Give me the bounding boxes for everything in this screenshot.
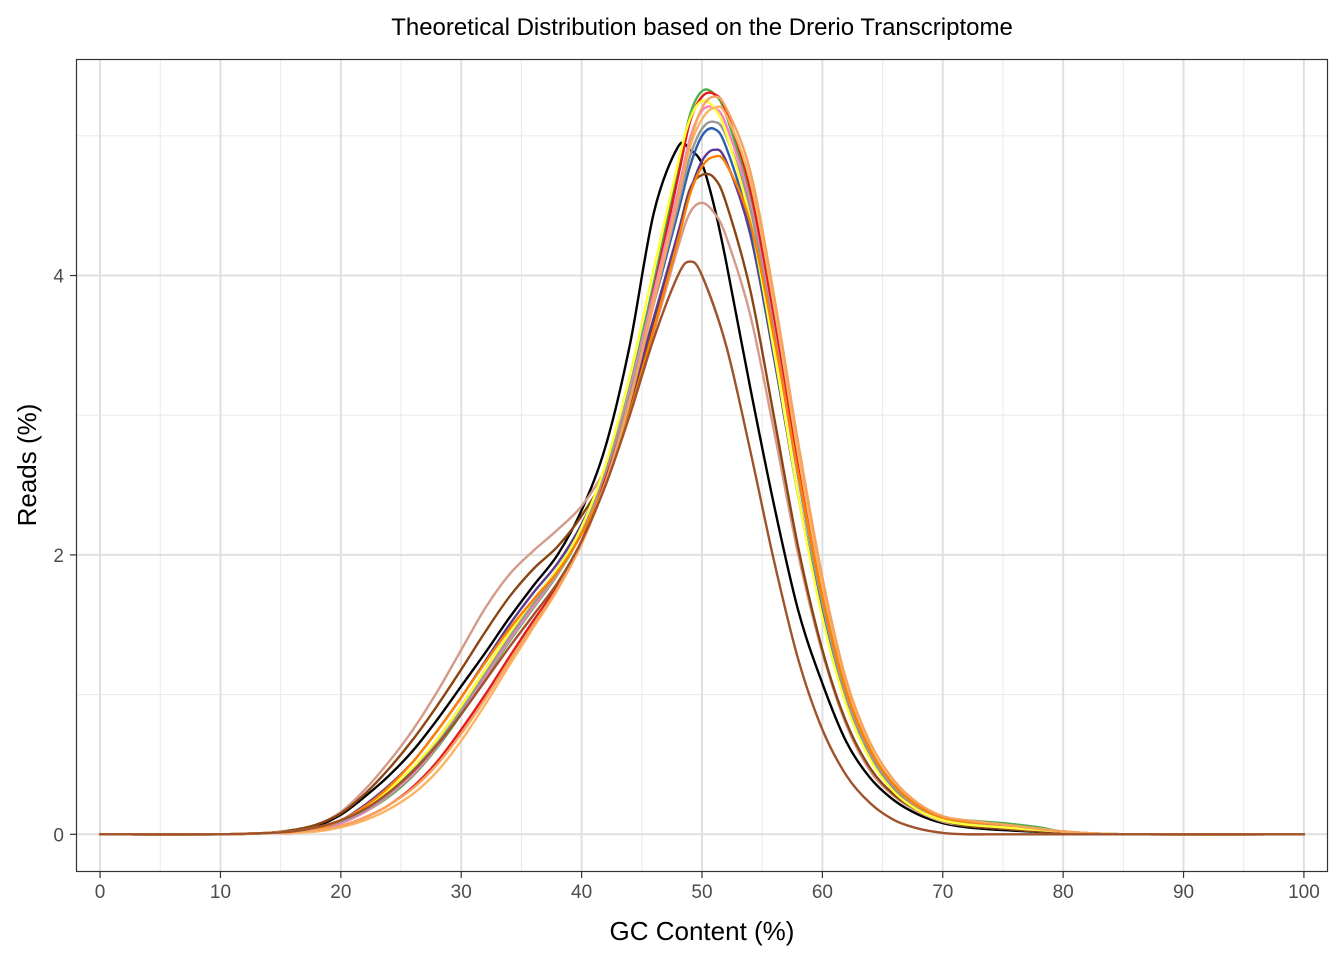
x-tick-label: 40 [571, 882, 592, 903]
gridlines [76, 59, 1328, 872]
x-tick-label: 70 [932, 882, 953, 903]
series-lines [98, 88, 1306, 836]
x-axis-title: GC Content (%) [610, 916, 795, 946]
x-tick-label: 100 [1288, 882, 1320, 903]
series-line-12 [98, 154, 1306, 836]
chart-title: Theoretical Distribution based on the Dr… [391, 14, 1013, 41]
plot-panel [75, 58, 1329, 873]
x-tick-label: 30 [451, 882, 472, 903]
y-axis-title: Reads (%) [12, 404, 42, 527]
x-axis: 0 10 20 30 40 50 60 70 80 90 100 [95, 872, 1320, 903]
y-tick-label: 2 [53, 546, 64, 567]
series-line-14 [98, 260, 1306, 836]
x-tick-label: 80 [1053, 882, 1074, 903]
series-line-13 [98, 95, 1306, 836]
y-tick-label: 4 [53, 267, 64, 288]
x-tick-label: 20 [330, 882, 351, 903]
y-tick-label: 0 [53, 825, 64, 846]
x-tick-label: 60 [812, 882, 833, 903]
x-tick-label: 10 [210, 882, 231, 903]
panel-border [75, 58, 1329, 873]
x-tick-label: 50 [691, 882, 712, 903]
series-line-2 [98, 201, 1306, 836]
series-line-1 [98, 141, 1306, 836]
y-axis: 0 2 4 [53, 267, 76, 846]
x-tick-label: 0 [95, 882, 106, 903]
series-line-10 [98, 99, 1306, 836]
x-tick-label: 90 [1173, 882, 1194, 903]
